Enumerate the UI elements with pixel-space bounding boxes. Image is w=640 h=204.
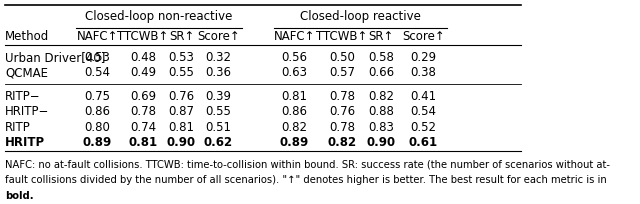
- Text: QCMAE: QCMAE: [5, 66, 48, 79]
- Text: 0.55: 0.55: [168, 66, 195, 79]
- Text: 0.75: 0.75: [84, 89, 110, 102]
- Text: 0.29: 0.29: [410, 51, 436, 64]
- Text: 0.87: 0.87: [168, 105, 195, 118]
- Text: TTCWB↑: TTCWB↑: [316, 30, 367, 43]
- Text: SR↑: SR↑: [369, 30, 394, 43]
- Text: 0.86: 0.86: [282, 105, 308, 118]
- Text: NAFC↑: NAFC↑: [77, 30, 118, 43]
- Text: NAFC: no at-fault collisions. TTCWB: time-to-collision within bound. SR: success: NAFC: no at-fault collisions. TTCWB: tim…: [5, 159, 611, 169]
- Text: 0.90: 0.90: [367, 135, 396, 148]
- Text: RITP−: RITP−: [5, 89, 41, 102]
- Text: 0.83: 0.83: [369, 120, 394, 133]
- Text: 0.41: 0.41: [410, 89, 436, 102]
- Text: 0.63: 0.63: [282, 66, 308, 79]
- Text: RITP: RITP: [5, 120, 31, 133]
- Text: SR↑: SR↑: [169, 30, 194, 43]
- Text: 0.86: 0.86: [84, 105, 110, 118]
- Text: NAFC↑: NAFC↑: [274, 30, 316, 43]
- Text: Closed-loop non-reactive: Closed-loop non-reactive: [85, 10, 233, 23]
- Text: 0.53: 0.53: [168, 51, 195, 64]
- Text: 0.58: 0.58: [369, 51, 394, 64]
- Text: fault collisions divided by the number of all scenarios). "↑" denotes higher is : fault collisions divided by the number o…: [5, 174, 607, 184]
- Text: 0.39: 0.39: [205, 89, 231, 102]
- Text: 0.51: 0.51: [205, 120, 231, 133]
- Text: 0.80: 0.80: [84, 120, 110, 133]
- Text: 0.82: 0.82: [369, 89, 394, 102]
- Text: HRITP−: HRITP−: [5, 105, 50, 118]
- Text: 0.49: 0.49: [130, 66, 156, 79]
- Text: 0.89: 0.89: [280, 135, 309, 148]
- Text: 0.54: 0.54: [410, 105, 436, 118]
- Text: 0.78: 0.78: [130, 105, 156, 118]
- Text: 0.50: 0.50: [329, 51, 355, 64]
- Text: 0.76: 0.76: [168, 89, 195, 102]
- Text: 0.81: 0.81: [282, 89, 308, 102]
- Text: 0.55: 0.55: [205, 105, 231, 118]
- Text: 0.38: 0.38: [410, 66, 436, 79]
- Text: 0.76: 0.76: [329, 105, 355, 118]
- Text: 0.82: 0.82: [328, 135, 356, 148]
- Text: 0.48: 0.48: [130, 51, 156, 64]
- Text: 0.74: 0.74: [130, 120, 156, 133]
- Text: bold.: bold.: [5, 190, 34, 200]
- Text: 0.81: 0.81: [168, 120, 195, 133]
- Text: 0.78: 0.78: [329, 120, 355, 133]
- Text: Score↑: Score↑: [197, 30, 240, 43]
- Text: 0.61: 0.61: [409, 135, 438, 148]
- Text: HRITP: HRITP: [5, 135, 45, 148]
- Text: 0.32: 0.32: [205, 51, 231, 64]
- Text: 0.57: 0.57: [329, 66, 355, 79]
- Text: 0.90: 0.90: [167, 135, 196, 148]
- Text: Method: Method: [5, 30, 49, 43]
- Text: Urban Driver[40]: Urban Driver[40]: [5, 51, 106, 64]
- Text: 0.88: 0.88: [369, 105, 394, 118]
- Text: 0.54: 0.54: [84, 66, 110, 79]
- Text: Score↑: Score↑: [402, 30, 445, 43]
- Text: Closed-loop reactive: Closed-loop reactive: [300, 10, 420, 23]
- Text: 0.81: 0.81: [129, 135, 157, 148]
- Text: 0.69: 0.69: [130, 89, 156, 102]
- Text: 0.62: 0.62: [204, 135, 233, 148]
- Text: TTCWB↑: TTCWB↑: [117, 30, 169, 43]
- Text: 0.66: 0.66: [368, 66, 394, 79]
- Text: 0.78: 0.78: [329, 89, 355, 102]
- Text: 0.82: 0.82: [282, 120, 308, 133]
- Text: 0.53: 0.53: [84, 51, 110, 64]
- Text: 0.56: 0.56: [282, 51, 308, 64]
- Text: 0.52: 0.52: [410, 120, 436, 133]
- Text: 0.89: 0.89: [83, 135, 112, 148]
- Text: 0.36: 0.36: [205, 66, 231, 79]
